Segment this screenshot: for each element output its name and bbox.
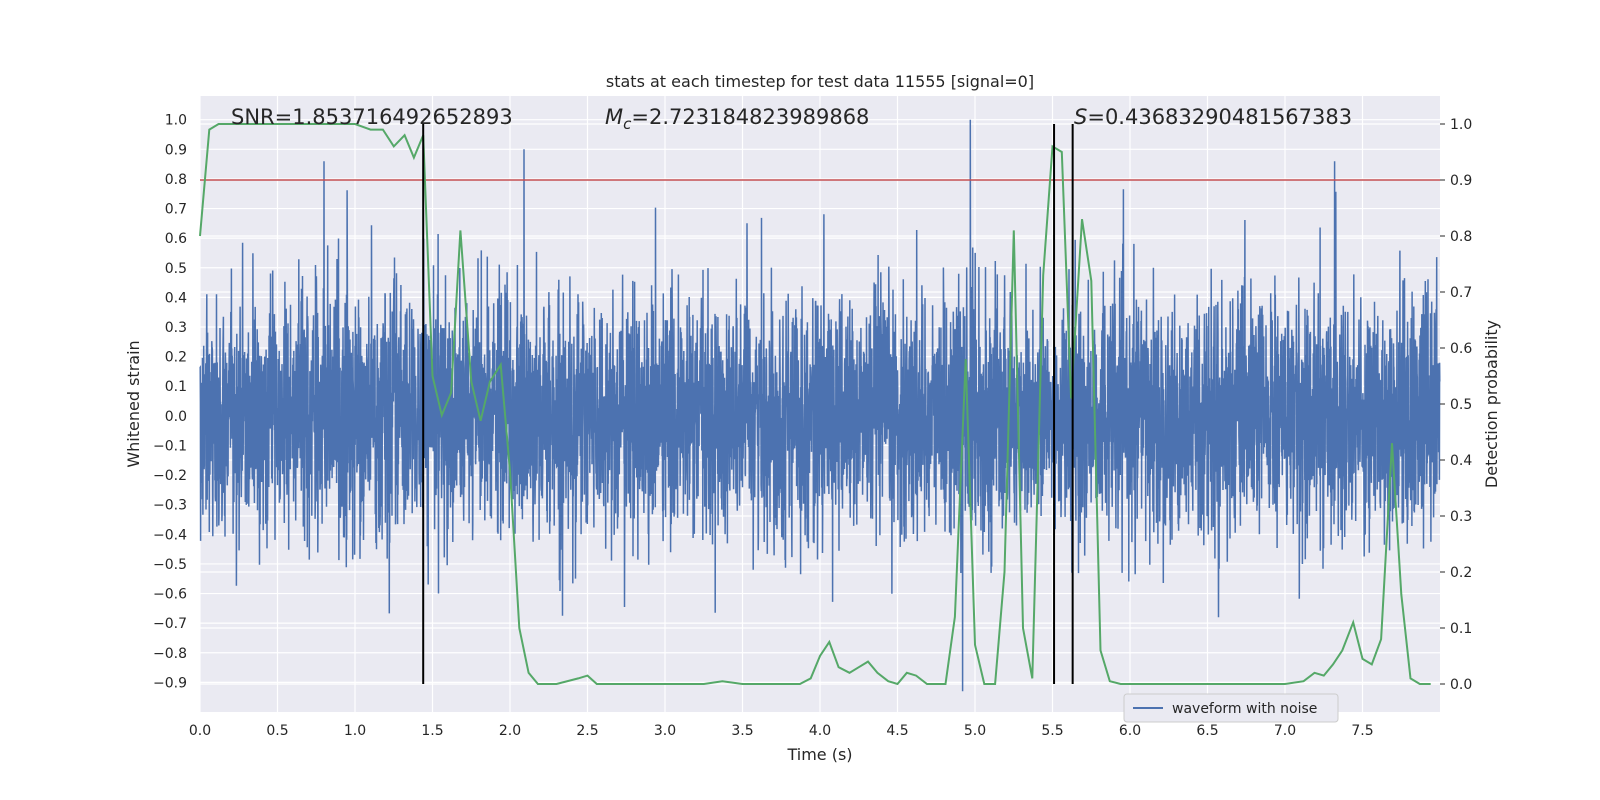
snr-annotation: SNR=1.853716492652893 <box>231 105 513 129</box>
right-tick-label: 0.9 <box>1450 173 1472 189</box>
right-tick-label: 1.0 <box>1450 117 1472 133</box>
y-tick-label: −0.2 <box>153 468 187 484</box>
x-axis-ticks: 0.0 0.5 1.0 1.5 2.0 2.5 3.0 3.5 4.0 4.5 5.0 5.5 6.0 6… <box>189 723 1374 739</box>
y-tick-label: 0.4 <box>165 290 187 306</box>
x-tick-label: 7.0 <box>1274 723 1296 739</box>
x-axis-label: Time (s) <box>786 745 852 764</box>
waveform-line <box>199 119 1441 692</box>
right-tick-label: 0.6 <box>1450 341 1472 357</box>
y-tick-label: −0.1 <box>153 438 187 454</box>
x-tick-label: 3.0 <box>654 723 676 739</box>
x-tick-label: 2.0 <box>499 723 521 739</box>
right-tick-label: 0.1 <box>1450 621 1472 637</box>
waveform-with-noise-series <box>199 119 1441 692</box>
x-tick-label: 5.0 <box>964 723 986 739</box>
y-tick-label: 0.9 <box>165 142 187 158</box>
right-tick-label: 0.4 <box>1450 453 1472 469</box>
y-tick-label: 0.6 <box>165 231 187 247</box>
y-tick-label: 1.0 <box>165 113 187 129</box>
legend-label-waveform: waveform with noise <box>1172 701 1317 717</box>
x-tick-label: 4.5 <box>886 723 908 739</box>
x-tick-label: 6.0 <box>1119 723 1141 739</box>
right-tick-label: 0.8 <box>1450 229 1472 245</box>
y-tick-label: 0.2 <box>165 350 187 366</box>
right-y-axis-label: Detection probability <box>1482 320 1501 488</box>
x-tick-label: 0.5 <box>266 723 288 739</box>
x-tick-label: 1.0 <box>344 723 366 739</box>
s-value: =0.43683290481567383 <box>1087 105 1352 129</box>
probability-line <box>199 123 1431 686</box>
chirp-mass-annotation: Mc=2.723184823989868 <box>605 105 869 133</box>
s-symbol: S <box>1074 105 1087 129</box>
left-y-axis-label: Whitened strain <box>124 340 143 467</box>
x-tick-label: 2.5 <box>576 723 598 739</box>
y-tick-label: −0.4 <box>153 527 187 543</box>
x-tick-label: 0.0 <box>189 723 211 739</box>
x-tick-label: 1.5 <box>421 723 443 739</box>
detection-probability-series <box>199 123 1431 686</box>
right-tick-label: 0.5 <box>1450 397 1472 413</box>
y-tick-label: −0.5 <box>153 557 187 573</box>
x-tick-label: 7.5 <box>1351 723 1373 739</box>
y-tick-label: −0.9 <box>153 675 187 691</box>
x-tick-label: 5.5 <box>1041 723 1063 739</box>
vertical-markers <box>422 124 1074 684</box>
y-tick-label: 0.7 <box>165 202 187 218</box>
y-tick-label: −0.8 <box>153 646 187 662</box>
y-tick-label: 0.0 <box>165 409 187 425</box>
right-tick-label: 0.2 <box>1450 565 1472 581</box>
right-tick-label: 0.7 <box>1450 285 1472 301</box>
chirp-mass-value: =2.723184823989868 <box>631 105 869 129</box>
y-tick-label: 0.1 <box>165 379 187 395</box>
y-tick-label: −0.6 <box>153 587 187 603</box>
legend: waveform with noise <box>1123 693 1339 723</box>
chart-title: stats at each timestep for test data 115… <box>606 72 1034 91</box>
y-tick-label: 0.8 <box>165 172 187 188</box>
left-y-axis-ticks: −0.9 −0.8 −0.7 −0.6 −0.5 −0.4 −0.3 −0.2 −0.1 0.0 0… <box>153 113 187 692</box>
x-tick-label: 6.5 <box>1196 723 1218 739</box>
y-tick-label: −0.7 <box>153 616 187 632</box>
right-y-axis-ticks: 0.0 0.1 0.2 0.3 0.4 0.5 0.6 0.7 0.8 0.9 1.0 <box>1440 117 1472 693</box>
chirp-mass-subscript: c <box>623 115 632 133</box>
y-tick-label: 0.3 <box>165 320 187 336</box>
chirp-mass-symbol: M <box>605 105 623 129</box>
x-tick-label: 4.0 <box>809 723 831 739</box>
legend-box <box>1123 693 1339 723</box>
right-tick-label: 0.3 <box>1450 509 1472 525</box>
y-tick-label: 0.5 <box>165 261 187 277</box>
x-tick-label: 3.5 <box>731 723 753 739</box>
s-annotation: S=0.43683290481567383 <box>1074 105 1352 129</box>
y-tick-label: −0.3 <box>153 498 187 514</box>
right-tick-label: 0.0 <box>1450 677 1472 693</box>
